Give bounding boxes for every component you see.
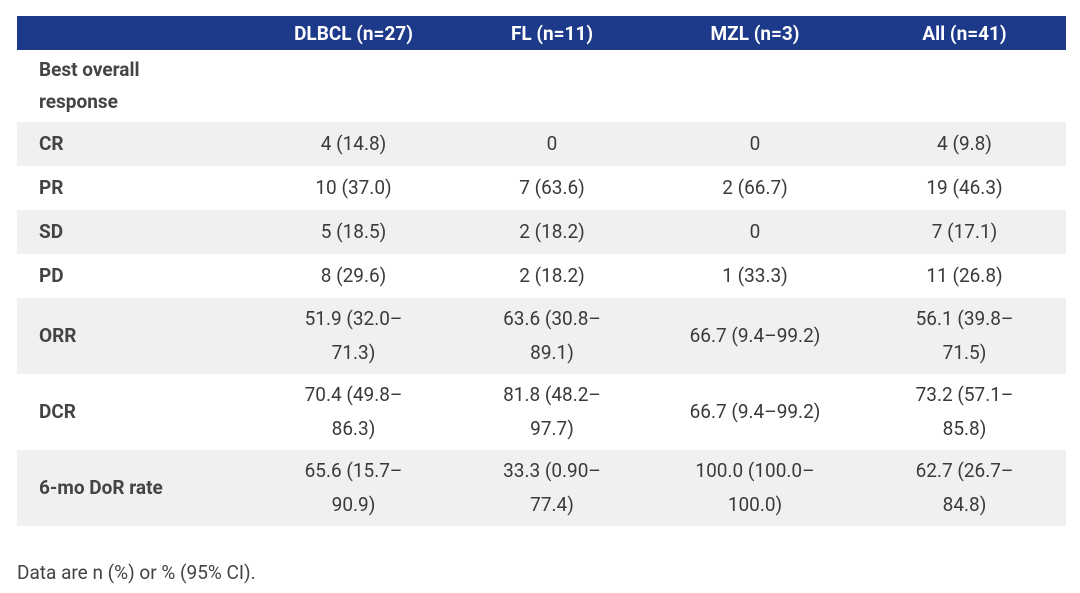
cell: 2 (18.2) [519, 220, 585, 243]
table-row: 6-mo DoR rate 65.6 (15.7– 90.9) 33.3 (0.90… [17, 450, 1066, 526]
row-label: CR [39, 132, 64, 155]
row-label: PR [39, 176, 64, 199]
cell: 65.6 (15.7– 90.9) [304, 459, 403, 516]
cell: 19 (46.3) [926, 176, 1003, 199]
table-row: PD 8 (29.6) 2 (18.2) 1 (33.3) 11 (26.8) [17, 254, 1066, 298]
cell: 0 [749, 132, 761, 155]
cell: 63.6 (30.8– 89.1) [503, 307, 601, 364]
row-label: DCR [39, 400, 76, 423]
cell [863, 50, 1066, 122]
cell: 4 (9.8) [937, 132, 992, 155]
cell: 7 (63.6) [519, 176, 585, 199]
cell [647, 50, 863, 122]
column-header: DLBCL (n=27) [250, 16, 457, 50]
cell: 66.7 (9.4–99.2) [689, 324, 821, 347]
cell [457, 50, 647, 122]
cell: 10 (37.0) [315, 176, 392, 199]
column-header [17, 16, 250, 50]
cell: 51.9 (32.0– 71.3) [304, 307, 403, 364]
cell: 81.8 (48.2– 97.7) [503, 383, 601, 440]
row-label: ORR [39, 324, 77, 347]
table-row: DCR 70.4 (49.8– 86.3) 81.8 (48.2– 97.7) 66.… [17, 374, 1066, 450]
row-label: SD [39, 220, 64, 243]
table-wrap: DLBCL (n=27) FL (n=11) MZL (n=3) All (n=41)… [17, 16, 1066, 526]
column-header: MZL (n=3) [647, 16, 863, 50]
column-header: All (n=41) [863, 16, 1066, 50]
cell: 2 (18.2) [519, 264, 585, 287]
table-row: CR 4 (14.8) 0 0 4 (9.8) [17, 122, 1066, 166]
column-header: FL (n=11) [457, 16, 647, 50]
row-label: Best overall response [39, 58, 140, 113]
row-label: PD [39, 264, 64, 287]
footnote: Data are n (%) or % (95% CI). [17, 561, 256, 584]
table-row: Best overall response [17, 50, 1066, 122]
cell: 8 (29.6) [320, 264, 387, 287]
cell: 11 (26.8) [926, 264, 1003, 287]
cell: 73.2 (57.1– 85.8) [915, 383, 1014, 440]
cell: 66.7 (9.4–99.2) [689, 400, 821, 423]
cell: 56.1 (39.8– 71.5) [915, 307, 1014, 364]
cell: 5 (18.5) [320, 220, 387, 243]
cell: 7 (17.1) [931, 220, 998, 243]
table-body: Best overall response CR 4 (14.8) 0 0 4 (9.8)… [17, 50, 1066, 526]
cell: 33.3 (0.90– 77.4) [503, 459, 601, 516]
cell [250, 50, 457, 122]
cell: 0 [546, 132, 558, 155]
table-row: SD 5 (18.5) 2 (18.2) 0 7 (17.1) [17, 210, 1066, 254]
cell: 100.0 (100.0– 100.0) [695, 459, 815, 516]
cell: 70.4 (49.8– 86.3) [304, 383, 403, 440]
cell: 4 (14.8) [320, 132, 387, 155]
table-row: ORR 51.9 (32.0– 71.3) 63.6 (30.8– 89.1) 66.… [17, 298, 1066, 374]
header-row: DLBCL (n=27) FL (n=11) MZL (n=3) All (n=41) [17, 16, 1066, 50]
table-row: PR 10 (37.0) 7 (63.6) 2 (66.7) 19 (46.3) [17, 166, 1066, 210]
cell: 62.7 (26.7– 84.8) [915, 459, 1014, 516]
response-table: DLBCL (n=27) FL (n=11) MZL (n=3) All (n=41)… [17, 16, 1066, 526]
cell: 2 (66.7) [722, 176, 788, 199]
cell: 1 (33.3) [722, 264, 788, 287]
cell: 0 [749, 220, 761, 243]
row-label: 6-mo DoR rate [39, 476, 163, 499]
